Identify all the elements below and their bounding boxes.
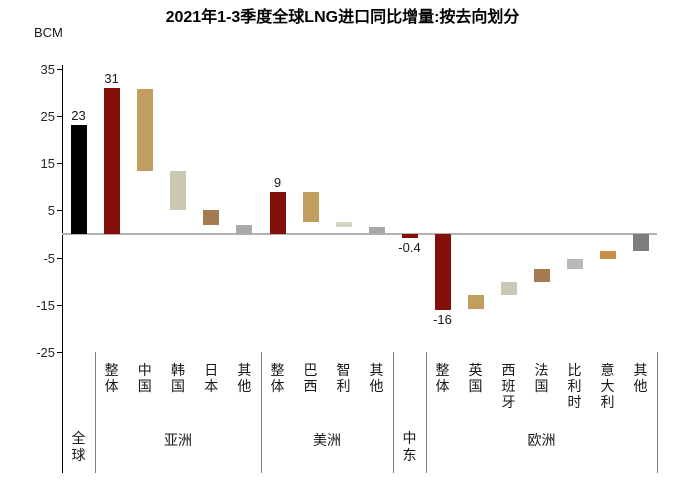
bar-亚洲-日本 [203,209,220,226]
bar-美洲-其他 [368,226,385,234]
bar-美洲-整体 [269,191,286,234]
bar-value-label: 9 [273,174,282,190]
x-label-其他: 其 他 [237,362,252,394]
bar-亚洲-其他 [236,225,253,234]
group-separator [657,352,658,473]
y-axis-line [62,65,63,473]
y-axis-tick-label: -5 [43,250,55,266]
group-label-全球: 全 球 [71,430,86,463]
x-label-中国: 中 国 [137,362,152,394]
bar-value-label: -0.4 [398,240,421,256]
y-axis-tick [57,116,62,117]
y-axis-tick [57,304,62,306]
y-axis-tick-label: 25 [40,109,55,124]
bar-欧洲-英国 [467,294,484,309]
bar-亚洲-整体 [103,87,120,234]
bar-欧洲-其他 [632,234,649,252]
group-separator [393,352,394,473]
y-axis-tick-label: -15 [36,297,55,313]
bar-value-label: 23 [71,108,86,124]
x-label-日本: 日 本 [204,362,219,394]
bar-欧洲-比利时 [566,259,583,270]
y-axis-tick [57,163,62,165]
bar-value-label: -16 [433,311,452,327]
bar-美洲-智利 [335,222,352,227]
x-label-智利: 智 利 [336,362,351,394]
x-label-整体: 整 体 [435,362,450,394]
bar-美洲-巴西 [302,191,319,223]
y-axis-unit-label: BCM [34,25,63,40]
group-label-亚洲: 亚洲 [164,432,192,448]
group-label-美洲: 美洲 [313,432,341,448]
x-label-其他: 其 他 [369,362,384,394]
x-label-整体: 整 体 [270,362,285,394]
y-axis-tick-label: -25 [36,345,55,360]
group-label-欧洲: 欧洲 [527,432,556,448]
bar-欧洲-西班牙 [500,282,517,295]
group-separator [95,352,96,473]
x-label-整体: 整 体 [104,362,119,394]
group-separator [261,352,262,473]
x-label-意大利: 意 大 利 [600,362,615,410]
y-axis-tick-label: 35 [40,61,55,77]
y-axis-tick [57,68,62,70]
bar-全球 [70,125,87,234]
x-label-西班牙: 西 班 牙 [501,362,516,410]
x-label-英国: 英 国 [468,362,483,394]
x-label-比利时: 比 利 时 [567,362,582,410]
y-axis-tick-label: 5 [47,203,55,219]
x-label-巴西: 巴 西 [303,362,318,394]
bar-亚洲-中国 [136,88,153,172]
y-axis-tick [57,210,62,212]
bar-欧洲-法国 [533,269,550,283]
bar-欧洲-意大利 [599,251,616,260]
y-axis-tick [57,352,62,353]
bar-亚洲-韩国 [170,171,186,210]
x-label-法国: 法 国 [534,362,549,394]
chart-title: 2021年1-3季度全球LNG进口同比增量:按去向划分 [165,9,520,26]
y-axis-tick-label: 15 [40,156,55,172]
group-label-中东: 中 东 [402,430,417,463]
bar-欧洲-整体 [434,234,451,310]
zero-line [62,233,657,235]
bar-中东 [401,234,418,239]
x-label-其他: 其 他 [633,362,648,394]
bar-value-label: 31 [104,70,119,86]
group-separator [426,352,427,473]
y-axis-tick [57,257,62,259]
x-label-韩国: 韩 国 [171,362,185,394]
